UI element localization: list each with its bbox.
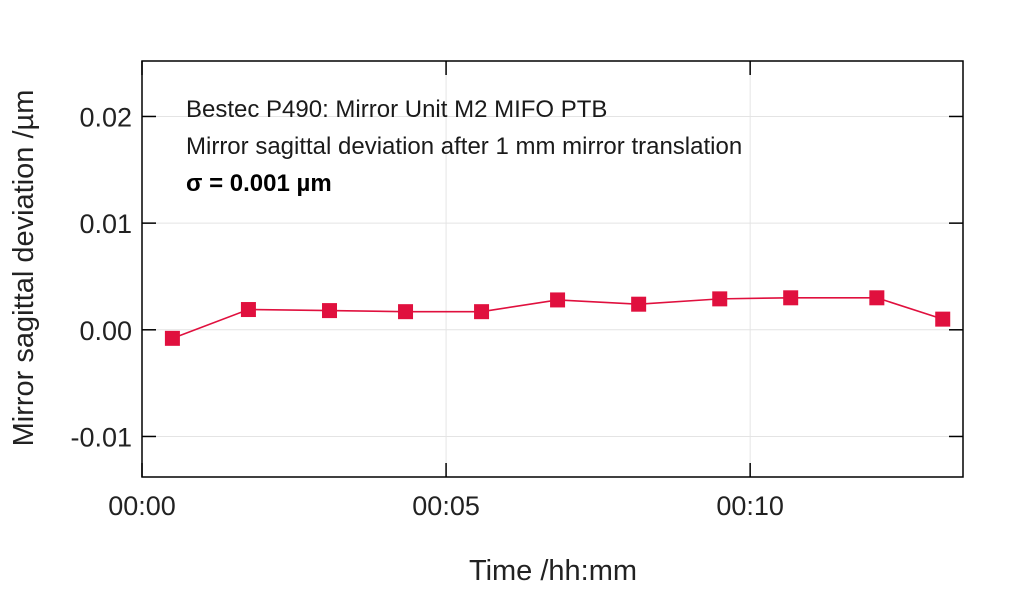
data-point-marker: [935, 311, 951, 327]
y-tick-label: 0.02: [79, 102, 132, 132]
x-tick-label: 00:05: [412, 491, 480, 521]
y-tick-label: 0.01: [79, 209, 132, 239]
data-point-marker: [550, 292, 566, 308]
annotation-sigma: σ = 0.001 µm: [186, 170, 332, 197]
data-point-marker: [869, 290, 885, 306]
series-group: [164, 290, 951, 346]
plot-frame: [141, 60, 964, 478]
axis-ticks: 0.02 0.01 0.00 -0.01 00:00 00:05 00:10: [70, 61, 963, 521]
data-point-marker: [474, 304, 490, 320]
y-tick-label: -0.01: [70, 422, 132, 452]
grid-lines: [141, 61, 963, 477]
y-axis-title: Mirror sagittal deviation /µm: [8, 90, 40, 447]
x-axis-title: Time /hh:mm: [469, 555, 637, 587]
data-point-marker: [712, 291, 728, 307]
data-point-marker: [164, 330, 180, 346]
y-tick-label: 0.00: [79, 316, 132, 346]
data-point-marker: [398, 304, 414, 320]
data-point-marker: [631, 296, 647, 312]
data-point-marker: [240, 302, 256, 318]
data-point-marker: [783, 290, 799, 306]
annotation-subtitle: Mirror sagittal deviation after 1 mm mir…: [186, 133, 742, 160]
x-tick-label: 00:00: [108, 491, 176, 521]
data-point-marker: [322, 303, 338, 319]
annotation-title: Bestec P490: Mirror Unit M2 MIFO PTB: [186, 96, 607, 123]
x-tick-label: 00:10: [716, 491, 784, 521]
